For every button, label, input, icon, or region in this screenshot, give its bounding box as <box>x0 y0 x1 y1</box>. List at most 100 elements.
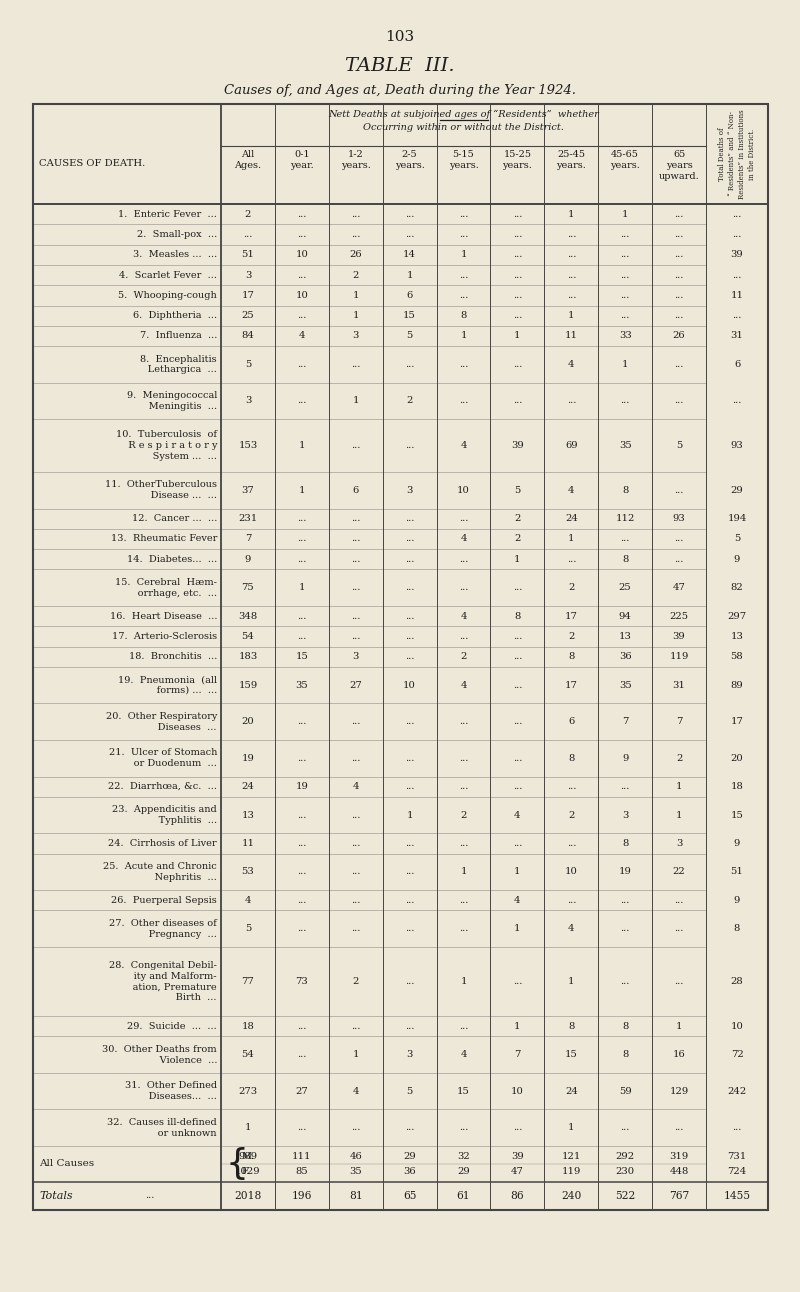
Text: 6: 6 <box>734 360 740 370</box>
Text: 47: 47 <box>673 583 686 592</box>
Text: 19: 19 <box>618 867 632 876</box>
Text: ...: ... <box>459 895 468 904</box>
Text: 28: 28 <box>730 977 743 986</box>
Text: 26: 26 <box>350 251 362 260</box>
Text: ...: ... <box>351 839 361 848</box>
Text: ...: ... <box>621 977 630 986</box>
Text: ...: ... <box>459 230 468 239</box>
Text: 14.  Diabetes...  ...: 14. Diabetes... ... <box>126 554 217 563</box>
Text: ...: ... <box>405 924 414 933</box>
Text: ...: ... <box>674 251 684 260</box>
Text: ...: ... <box>405 632 414 641</box>
Text: ...: ... <box>297 717 306 726</box>
Text: 230: 230 <box>616 1168 634 1177</box>
Text: 1: 1 <box>245 1123 251 1132</box>
Text: ...: ... <box>459 209 468 218</box>
Text: 196: 196 <box>292 1191 312 1202</box>
Text: 1: 1 <box>568 977 574 986</box>
Text: 17: 17 <box>565 681 578 690</box>
Text: 15.  Cerebral  Hæm-
     orrhage, etc.  ...: 15. Cerebral Hæm- orrhage, etc. ... <box>115 578 217 598</box>
Text: ...: ... <box>351 1022 361 1031</box>
Text: 31: 31 <box>730 332 743 341</box>
Text: 65: 65 <box>403 1191 416 1202</box>
Text: ...: ... <box>459 1022 468 1031</box>
Text: ...: ... <box>513 360 522 370</box>
Text: ...: ... <box>566 839 576 848</box>
Text: 10: 10 <box>295 291 308 300</box>
Text: 73: 73 <box>295 977 308 986</box>
Text: 1: 1 <box>353 397 359 406</box>
Text: ...: ... <box>459 397 468 406</box>
Text: ...: ... <box>351 611 361 620</box>
Text: ...: ... <box>405 895 414 904</box>
Text: 3: 3 <box>406 1050 413 1059</box>
Text: 9: 9 <box>734 895 740 904</box>
Text: 72: 72 <box>730 1050 743 1059</box>
Text: ...: ... <box>674 486 684 495</box>
Text: 5: 5 <box>676 441 682 450</box>
Text: 4: 4 <box>245 895 251 904</box>
Text: ...: ... <box>297 924 306 933</box>
Text: 7: 7 <box>622 717 628 726</box>
Text: 25-45
years.: 25-45 years. <box>556 150 586 171</box>
Text: 24.  Cirrhosis of Liver: 24. Cirrhosis of Liver <box>108 839 217 848</box>
Text: 1: 1 <box>460 867 466 876</box>
Text: 5: 5 <box>406 332 413 341</box>
Text: ...: ... <box>621 924 630 933</box>
Text: 2: 2 <box>568 583 574 592</box>
Text: ...: ... <box>621 535 630 544</box>
Text: 26: 26 <box>673 332 686 341</box>
Text: ...: ... <box>297 753 306 762</box>
Text: ...: ... <box>405 360 414 370</box>
Text: 9: 9 <box>622 753 628 762</box>
Text: 4: 4 <box>353 1087 359 1096</box>
Text: {: { <box>225 1147 248 1181</box>
Text: 231: 231 <box>238 514 258 523</box>
Text: ...: ... <box>459 270 468 279</box>
Text: 9: 9 <box>734 554 740 563</box>
Text: 35: 35 <box>350 1168 362 1177</box>
Text: 15: 15 <box>403 311 416 320</box>
Text: ...: ... <box>297 535 306 544</box>
Text: 29: 29 <box>457 1168 470 1177</box>
Text: 39: 39 <box>673 632 686 641</box>
Text: ...: ... <box>621 230 630 239</box>
Text: 4: 4 <box>460 535 466 544</box>
Text: 35: 35 <box>618 681 631 690</box>
Text: ...: ... <box>513 839 522 848</box>
Text: 13: 13 <box>242 810 254 819</box>
Text: 5: 5 <box>406 1087 413 1096</box>
Text: 129: 129 <box>670 1087 689 1096</box>
Text: ...: ... <box>297 554 306 563</box>
Text: All
Ages.: All Ages. <box>234 150 262 171</box>
Text: 1: 1 <box>353 311 359 320</box>
Text: 112: 112 <box>615 514 635 523</box>
Text: 319: 319 <box>670 1151 689 1160</box>
Text: ...: ... <box>513 977 522 986</box>
Text: 121: 121 <box>562 1151 581 1160</box>
Text: 10: 10 <box>511 1087 524 1096</box>
Text: 1: 1 <box>676 810 682 819</box>
Text: 9.  Meningococcal
     Meningitis  ...: 9. Meningococcal Meningitis ... <box>126 391 217 411</box>
Text: ...: ... <box>621 397 630 406</box>
Text: ...: ... <box>297 1022 306 1031</box>
Text: Occurring within or without the District.: Occurring within or without the District… <box>363 123 564 132</box>
Text: 6: 6 <box>568 717 574 726</box>
Text: 17: 17 <box>730 717 743 726</box>
Text: 2-5
years.: 2-5 years. <box>394 150 425 171</box>
Text: ...: ... <box>297 632 306 641</box>
Text: 11: 11 <box>565 332 578 341</box>
Text: 8.  Encephalitis
     Lethargica  ...: 8. Encephalitis Lethargica ... <box>132 354 217 375</box>
Text: 242: 242 <box>727 1087 746 1096</box>
Text: 4: 4 <box>298 332 305 341</box>
Text: 23.  Appendicitis and
     Typhlitis  ...: 23. Appendicitis and Typhlitis ... <box>112 805 217 826</box>
Text: 13: 13 <box>618 632 632 641</box>
Text: CAUSES OF DEATH.: CAUSES OF DEATH. <box>39 159 146 168</box>
Text: 1: 1 <box>622 360 629 370</box>
Text: 15: 15 <box>730 810 743 819</box>
Text: 1: 1 <box>460 251 466 260</box>
Text: ...: ... <box>351 810 361 819</box>
Text: 4: 4 <box>460 611 466 620</box>
Text: ...: ... <box>674 397 684 406</box>
Text: 2: 2 <box>676 753 682 762</box>
